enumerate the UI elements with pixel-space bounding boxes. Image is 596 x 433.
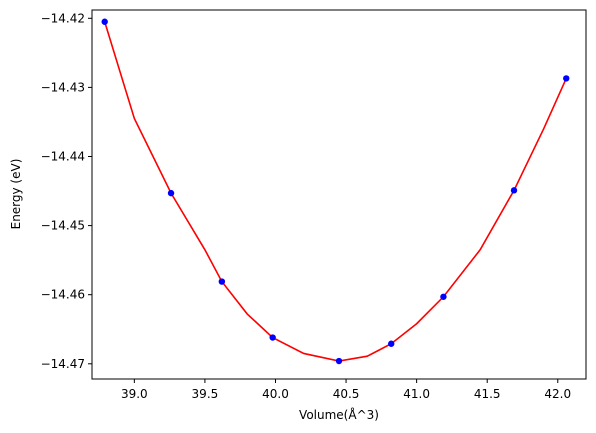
x-axis-ticks: 39.0 39.5 40.0 40.5 41.0 41.5 42.0: [121, 379, 571, 401]
data-point: [101, 18, 108, 25]
data-point: [269, 334, 276, 341]
x-tick-label: 40.0: [262, 387, 289, 401]
y-tick-label: −14.46: [41, 288, 85, 302]
data-point: [388, 340, 395, 347]
x-tick-label: 41.0: [403, 387, 430, 401]
plot-background: [92, 10, 586, 379]
y-tick-label: −14.43: [41, 80, 85, 94]
y-axis-ticks: −14.42 −14.43 −14.44 −14.45 −14.46 −14.47: [41, 11, 92, 371]
y-tick-label: −14.47: [41, 357, 85, 371]
x-tick-label: 39.5: [192, 387, 219, 401]
data-point: [510, 187, 518, 194]
y-axis-label: Energy (eV): [9, 159, 23, 230]
x-tick-label: 40.5: [333, 387, 360, 401]
plot-frame: [91, 9, 587, 380]
x-axis-label: Volume(Å^3): [299, 407, 379, 422]
data-point: [335, 357, 343, 365]
data-point: [440, 293, 447, 300]
y-tick-label: −14.42: [41, 11, 85, 25]
data-points-group: [101, 18, 570, 365]
x-tick-label: 41.5: [474, 387, 501, 401]
data-point: [167, 189, 175, 197]
x-tick-label: 42.0: [544, 387, 571, 401]
y-tick-label: −14.45: [41, 219, 85, 233]
x-tick-label: 39.0: [121, 387, 148, 401]
y-tick-label: −14.44: [41, 149, 85, 163]
data-point: [563, 75, 570, 82]
data-point: [218, 278, 226, 285]
